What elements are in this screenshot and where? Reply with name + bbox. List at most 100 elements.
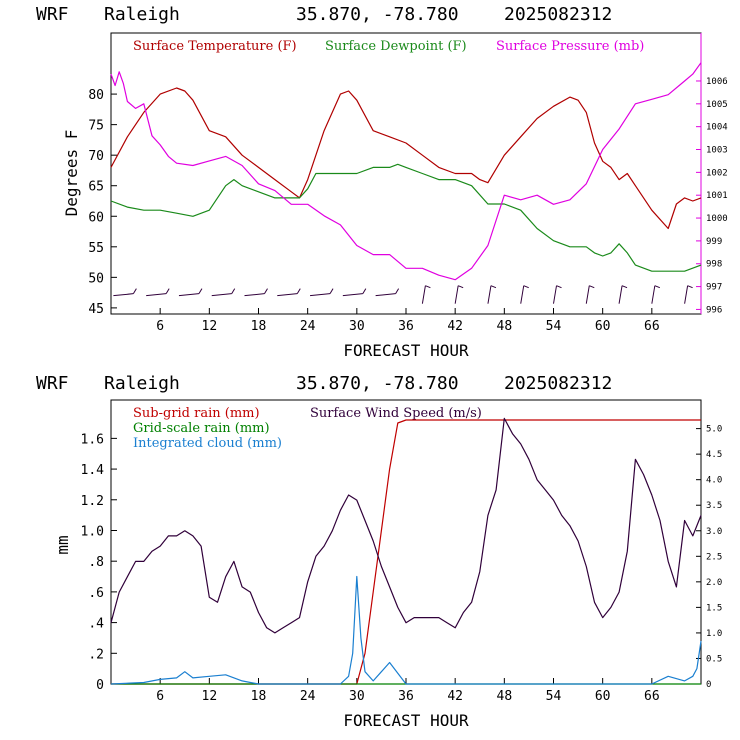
x-ticks: 6 12 18 24 30 36 42 48 54 60 66 bbox=[156, 308, 660, 334]
y-tick-label: 1.4 bbox=[81, 463, 105, 478]
y2-tick-label: 1.0 bbox=[706, 629, 722, 639]
y2-tick-label: 4.5 bbox=[706, 450, 722, 460]
x-tick-label: 24 bbox=[300, 689, 316, 704]
legend-subgrid-rain: Sub-grid rain (mm) bbox=[133, 406, 260, 421]
pressure-ticks: 996 997 998 999 1000 1001 1002 1003 1004 1005 1006 bbox=[696, 77, 728, 315]
y2-tick-label: 999 bbox=[706, 237, 722, 247]
x-tick-label: 60 bbox=[595, 319, 611, 334]
header-model: WRF bbox=[36, 4, 69, 25]
header-bottom: WRF Raleigh 35.870, -78.780 2025082312 bbox=[36, 373, 612, 394]
sub-grid-rain-line bbox=[111, 419, 701, 685]
wind-barb bbox=[211, 288, 236, 297]
y-tick-label: .8 bbox=[88, 555, 104, 570]
precipitation-panel: Sub-grid rain (mm) Grid-scale rain (mm) … bbox=[53, 399, 722, 730]
wind-barb bbox=[454, 285, 464, 304]
y-axis-label: mm bbox=[53, 535, 72, 554]
y-tick-label: 0 bbox=[96, 678, 104, 693]
y-tick-label: 1.0 bbox=[81, 524, 104, 539]
wind-speed-ticks: 0 0.5 1.0 1.5 2.0 2.5 3.0 3.5 4.0 4.5 5.0 bbox=[696, 425, 722, 690]
y2-tick-label: 1004 bbox=[706, 123, 728, 133]
wind-barb bbox=[244, 288, 268, 297]
y-tick-label: 50 bbox=[88, 271, 104, 286]
y-tick-label: .6 bbox=[88, 586, 104, 601]
y2-tick-label: 1005 bbox=[706, 100, 728, 110]
wind-barb bbox=[487, 285, 497, 304]
wind-barb bbox=[618, 285, 628, 304]
header-coords: 35.870, -78.780 bbox=[296, 373, 459, 394]
y2-tick-label: 3.0 bbox=[706, 527, 722, 537]
legend: Surface Temperature (F) Surface Dewpoint… bbox=[133, 39, 644, 54]
y2-tick-label: 2.0 bbox=[706, 578, 722, 588]
wind-barb bbox=[310, 288, 334, 297]
x-axis-label: FORECAST HOUR bbox=[343, 341, 469, 360]
x-tick-label: 36 bbox=[398, 319, 414, 334]
y2-tick-label: 5.0 bbox=[706, 425, 722, 435]
x-tick-label: 66 bbox=[644, 689, 660, 704]
y2-tick-label: 0 bbox=[706, 680, 711, 690]
header-coords: 35.870, -78.780 bbox=[296, 4, 459, 25]
x-tick-label: 6 bbox=[156, 319, 164, 334]
y-tick-label: 60 bbox=[88, 210, 104, 225]
y-ticks: 45 50 55 60 65 70 75 80 bbox=[88, 88, 117, 317]
wind-barb bbox=[585, 285, 595, 304]
y-tick-label: 75 bbox=[88, 119, 104, 134]
x-tick-label: 42 bbox=[447, 689, 463, 704]
x-tick-label: 60 bbox=[595, 689, 611, 704]
y2-tick-label: 997 bbox=[706, 283, 722, 293]
x-tick-label: 66 bbox=[644, 319, 660, 334]
y2-tick-label: 3.5 bbox=[706, 501, 722, 511]
x-tick-label: 30 bbox=[349, 319, 365, 334]
x-tick-label: 36 bbox=[398, 689, 414, 704]
x-tick-label: 12 bbox=[202, 319, 218, 334]
legend-pressure: Surface Pressure (mb) bbox=[496, 39, 644, 54]
x-tick-label: 42 bbox=[447, 319, 463, 334]
y-ticks: 0 .2 .4 .6 .8 1.0 1.2 1.4 1.6 bbox=[81, 432, 117, 693]
x-tick-label: 30 bbox=[349, 689, 365, 704]
surface-wind-speed-line bbox=[110, 417, 702, 634]
wind-barb bbox=[421, 285, 431, 304]
wind-barb bbox=[520, 285, 529, 304]
series-group bbox=[110, 417, 702, 685]
wind-barb bbox=[651, 285, 661, 304]
wind-barb bbox=[342, 288, 367, 297]
integrated-cloud-line bbox=[110, 575, 702, 685]
surface-temperature-line bbox=[110, 87, 702, 230]
header-top: WRF Raleigh 35.870, -78.780 2025082312 bbox=[36, 4, 612, 25]
y2-tick-label: 1006 bbox=[706, 77, 728, 87]
y2-tick-label: 1.5 bbox=[706, 603, 722, 613]
x-tick-label: 48 bbox=[497, 319, 513, 334]
y2-tick-label: 998 bbox=[706, 260, 722, 270]
y-tick-label: 55 bbox=[88, 241, 104, 256]
y2-tick-label: 1000 bbox=[706, 214, 728, 224]
y-tick-label: .4 bbox=[88, 617, 104, 632]
y2-tick-label: 1001 bbox=[706, 191, 728, 201]
plot-frame bbox=[110, 32, 702, 315]
x-axis-label: FORECAST HOUR bbox=[343, 711, 469, 730]
y2-tick-label: 4.0 bbox=[706, 476, 722, 486]
header-location: Raleigh bbox=[104, 4, 180, 25]
wind-barb bbox=[375, 288, 400, 297]
y-axis-label: Degrees F bbox=[62, 130, 81, 217]
wind-barb bbox=[178, 288, 203, 297]
header-model: WRF bbox=[36, 373, 69, 394]
y-tick-label: 1.2 bbox=[81, 494, 104, 509]
x-tick-label: 54 bbox=[546, 319, 562, 334]
wind-barb bbox=[113, 288, 137, 297]
x-tick-label: 6 bbox=[156, 689, 164, 704]
wind-barbs bbox=[113, 285, 693, 304]
y-tick-label: 45 bbox=[88, 302, 104, 317]
wind-barb bbox=[553, 285, 562, 304]
y2-tick-label: 0.5 bbox=[706, 654, 722, 664]
x-tick-label: 24 bbox=[300, 319, 316, 334]
series-group bbox=[110, 62, 702, 281]
y2-tick-label: 1002 bbox=[706, 168, 728, 178]
y2-tick-label: 996 bbox=[706, 305, 722, 315]
legend: Sub-grid rain (mm) Grid-scale rain (mm) … bbox=[133, 406, 482, 451]
surface-pressure-line bbox=[110, 62, 702, 281]
legend-wind-speed: Surface Wind Speed (m/s) bbox=[310, 406, 482, 421]
y-tick-label: 1.6 bbox=[81, 432, 104, 447]
header-location: Raleigh bbox=[104, 373, 180, 394]
x-tick-label: 48 bbox=[497, 689, 513, 704]
surface-dewpoint-line bbox=[110, 163, 702, 272]
